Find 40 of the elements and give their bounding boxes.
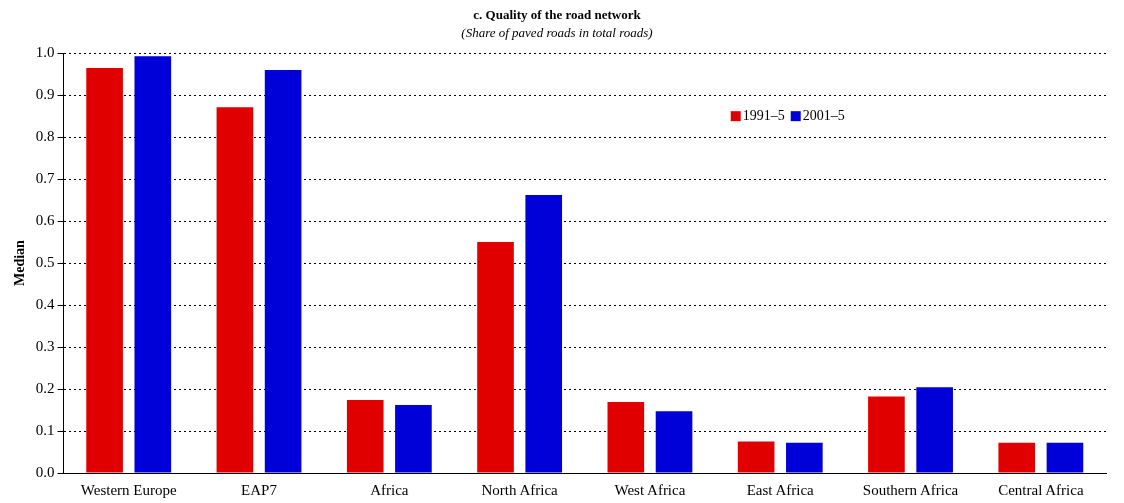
x-tick-label: Central Africa	[998, 481, 1084, 498]
y-tick-label: 0.3	[35, 338, 55, 354]
y-tick-label: 0.9	[35, 86, 55, 103]
bar	[868, 396, 905, 473]
bar	[655, 411, 693, 473]
bar	[134, 56, 172, 473]
chart-subtitle: (Share of paved roads in total roads)	[461, 24, 653, 40]
x-tick-label: Africa	[370, 481, 409, 498]
bar	[264, 69, 302, 473]
bar	[525, 195, 563, 473]
y-axis-title: Median	[12, 239, 28, 287]
y-tick-label: 0.0	[35, 463, 55, 480]
bar	[737, 441, 775, 473]
y-tick-label: 0.1	[35, 421, 55, 438]
x-tick-label: Southern Africa	[862, 481, 959, 498]
x-tick-label: Western Europe	[80, 481, 177, 498]
y-tick-label: 0.5	[35, 254, 55, 271]
bar	[607, 402, 645, 473]
bar	[998, 442, 1036, 473]
bar	[916, 387, 953, 473]
y-tick-label: 0.6	[35, 212, 56, 229]
bar	[216, 107, 254, 473]
legend-label: 2001–5	[802, 107, 845, 123]
bar	[477, 242, 514, 473]
x-tick-label: West Africa	[614, 481, 686, 498]
bar	[1046, 442, 1084, 473]
y-tick-label: 0.4	[35, 296, 56, 313]
bar	[395, 404, 432, 473]
bar	[786, 442, 823, 473]
x-tick-label: EAP7	[241, 481, 278, 498]
x-tick-label: East Africa	[746, 481, 815, 498]
chart-title: c. Quality of the road network	[473, 7, 642, 23]
x-tick-label: North Africa	[481, 481, 559, 498]
bar	[86, 67, 123, 473]
y-tick-label: 0.7	[35, 170, 56, 187]
y-tick-label: 0.2	[35, 379, 55, 396]
y-tick-label: 0.8	[35, 128, 55, 145]
legend-label: 1991–5	[742, 107, 785, 123]
y-tick-label: 1.0	[35, 44, 55, 61]
bar	[346, 399, 384, 473]
